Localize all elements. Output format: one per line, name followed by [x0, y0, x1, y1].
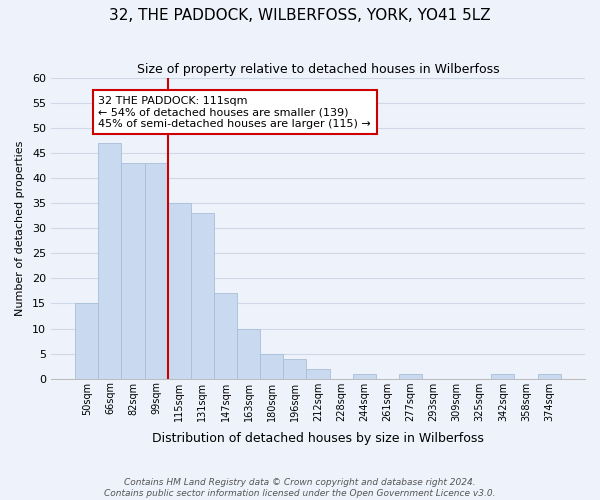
Title: Size of property relative to detached houses in Wilberfoss: Size of property relative to detached ho… — [137, 62, 499, 76]
Bar — [260, 354, 283, 378]
Bar — [399, 374, 422, 378]
Bar — [491, 374, 514, 378]
Bar — [538, 374, 561, 378]
X-axis label: Distribution of detached houses by size in Wilberfoss: Distribution of detached houses by size … — [152, 432, 484, 445]
Bar — [283, 358, 307, 378]
Bar — [353, 374, 376, 378]
Text: Contains HM Land Registry data © Crown copyright and database right 2024.
Contai: Contains HM Land Registry data © Crown c… — [104, 478, 496, 498]
Bar — [121, 163, 145, 378]
Bar — [191, 214, 214, 378]
Y-axis label: Number of detached properties: Number of detached properties — [15, 140, 25, 316]
Bar — [98, 143, 121, 378]
Text: 32 THE PADDOCK: 111sqm
← 54% of detached houses are smaller (139)
45% of semi-de: 32 THE PADDOCK: 111sqm ← 54% of detached… — [98, 96, 371, 129]
Bar — [167, 204, 191, 378]
Bar — [237, 328, 260, 378]
Bar — [214, 294, 237, 378]
Text: 32, THE PADDOCK, WILBERFOSS, YORK, YO41 5LZ: 32, THE PADDOCK, WILBERFOSS, YORK, YO41 … — [109, 8, 491, 22]
Bar — [307, 368, 329, 378]
Bar — [145, 163, 167, 378]
Bar — [75, 304, 98, 378]
